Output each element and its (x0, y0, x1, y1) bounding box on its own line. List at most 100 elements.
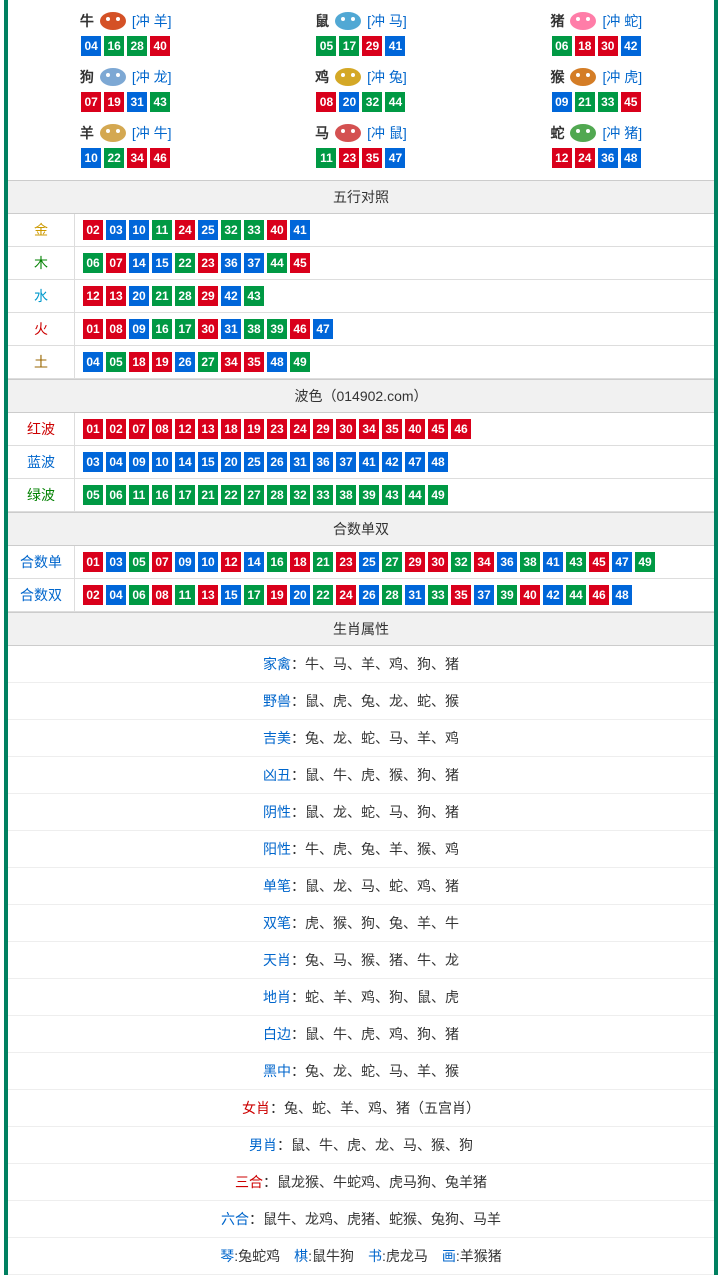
separator (280, 1248, 294, 1264)
row-label: 蓝波 (8, 446, 75, 479)
number-ball: 25 (244, 452, 264, 472)
number-ball: 19 (244, 419, 264, 439)
number-ball: 47 (612, 552, 632, 572)
number-ball: 33 (428, 585, 448, 605)
number-ball: 30 (428, 552, 448, 572)
zodiac-balls: 07193143 (8, 92, 243, 112)
zodiac-clash: [冲 马] (367, 11, 407, 31)
zodiac-cell: 猴[冲 虎]09213345 (479, 62, 714, 118)
zodiac-name: 马 (315, 123, 329, 143)
zodiac-cell: 鸡[冲 兔]08203244 (243, 62, 478, 118)
attr-value: ：兔、马、猴、猪、牛、龙 (291, 952, 459, 968)
number-ball: 47 (313, 319, 333, 339)
attr-row: 天肖：兔、马、猴、猪、牛、龙 (8, 942, 714, 979)
number-ball: 12 (552, 148, 572, 168)
row-balls-cell: 0108091617303138394647 (75, 313, 715, 346)
zodiac-name: 羊 (80, 123, 94, 143)
attr-row: 地肖：蛇、羊、鸡、狗、鼠、虎 (8, 979, 714, 1016)
number-ball: 43 (566, 552, 586, 572)
row-label: 红波 (8, 413, 75, 446)
number-ball: 38 (520, 552, 540, 572)
number-ball: 12 (175, 419, 195, 439)
number-ball: 22 (221, 485, 241, 505)
number-ball: 29 (313, 419, 333, 439)
number-ball: 24 (336, 585, 356, 605)
number-ball: 01 (83, 552, 103, 572)
number-ball: 22 (313, 585, 333, 605)
attr-value: ：兔、蛇、羊、鸡、猪（五宫肖） (270, 1100, 480, 1116)
number-ball: 31 (290, 452, 310, 472)
number-ball: 01 (83, 419, 103, 439)
number-ball: 45 (621, 92, 641, 112)
attr-value: ：牛、马、羊、鸡、狗、猪 (291, 656, 459, 672)
number-ball: 24 (290, 419, 310, 439)
row-balls: 0103050709101214161821232527293032343638… (83, 552, 706, 572)
number-ball: 23 (339, 148, 359, 168)
row-balls: 0204060811131517192022242628313335373940… (83, 585, 706, 605)
number-ball: 17 (175, 319, 195, 339)
number-ball: 09 (552, 92, 572, 112)
number-ball: 36 (313, 452, 333, 472)
number-ball: 10 (129, 220, 149, 240)
row-balls-cell: 03040910141520252631363741424748 (75, 446, 715, 479)
zodiac-balls: 09213345 (479, 92, 714, 112)
number-ball: 28 (127, 36, 147, 56)
number-ball: 16 (152, 319, 172, 339)
zodiac-icon (566, 10, 600, 32)
row-balls-cell: 05061116172122272832333839434449 (75, 479, 715, 512)
number-ball: 43 (150, 92, 170, 112)
attr-label: 三合 (235, 1174, 263, 1190)
zodiac-clash: [冲 龙] (132, 67, 172, 87)
attr-row: 阴性：鼠、龙、蛇、马、狗、猪 (8, 794, 714, 831)
number-ball: 46 (290, 319, 310, 339)
attr-value: ：蛇、羊、鸡、狗、鼠、虎 (291, 989, 459, 1005)
number-ball: 14 (175, 452, 195, 472)
number-ball: 04 (106, 585, 126, 605)
number-ball: 35 (244, 352, 264, 372)
row-label: 水 (8, 280, 75, 313)
table-row: 木06071415222336374445 (8, 247, 714, 280)
number-ball: 28 (382, 585, 402, 605)
number-ball: 34 (221, 352, 241, 372)
number-ball: 05 (129, 552, 149, 572)
attrs-list: 家禽：牛、马、羊、鸡、狗、猪野兽：鼠、虎、兔、龙、蛇、猴吉美：兔、龙、蛇、马、羊… (8, 646, 714, 1275)
attr-value: ：鼠、牛、虎、龙、马、猴、狗 (277, 1137, 473, 1153)
number-ball: 14 (129, 253, 149, 273)
attr-value: ：兔、龙、蛇、马、羊、猴 (291, 1063, 459, 1079)
number-ball: 19 (104, 92, 124, 112)
zodiac-icon (331, 122, 365, 144)
number-ball: 08 (316, 92, 336, 112)
zodiac-icon (96, 10, 130, 32)
attr-value: ：鼠、龙、马、蛇、鸡、猪 (291, 878, 459, 894)
zodiac-clash: [冲 虎] (602, 67, 642, 87)
bose-table: 红波0102070812131819232429303435404546蓝波03… (8, 413, 714, 512)
number-ball: 20 (290, 585, 310, 605)
number-ball: 16 (104, 36, 124, 56)
zodiac-name: 蛇 (550, 123, 564, 143)
number-ball: 46 (451, 419, 471, 439)
table-row: 金02031011242532334041 (8, 214, 714, 247)
number-ball: 40 (405, 419, 425, 439)
separator (428, 1248, 442, 1264)
zodiac-header: 蛇[冲 猪] (479, 122, 714, 144)
number-ball: 44 (405, 485, 425, 505)
number-ball: 06 (129, 585, 149, 605)
zodiac-cell: 蛇[冲 猪]12243648 (479, 118, 714, 174)
section-header-bose: 波色（014902.com） (8, 379, 714, 413)
number-ball: 29 (198, 286, 218, 306)
zodiac-name: 鸡 (315, 67, 329, 87)
number-ball: 22 (175, 253, 195, 273)
number-ball: 27 (244, 485, 264, 505)
zodiac-cell: 牛[冲 羊]04162840 (8, 6, 243, 62)
number-ball: 17 (339, 36, 359, 56)
table-row: 合数双0204060811131517192022242628313335373… (8, 579, 714, 612)
attr-label: 六合 (221, 1211, 249, 1227)
attr-label: 女肖 (242, 1100, 270, 1116)
attr-label: 画 (442, 1248, 456, 1264)
number-ball: 12 (221, 552, 241, 572)
number-ball: 04 (106, 452, 126, 472)
number-ball: 04 (83, 352, 103, 372)
zodiac-clash: [冲 羊] (132, 11, 172, 31)
number-ball: 38 (244, 319, 264, 339)
zodiac-balls: 08203244 (243, 92, 478, 112)
